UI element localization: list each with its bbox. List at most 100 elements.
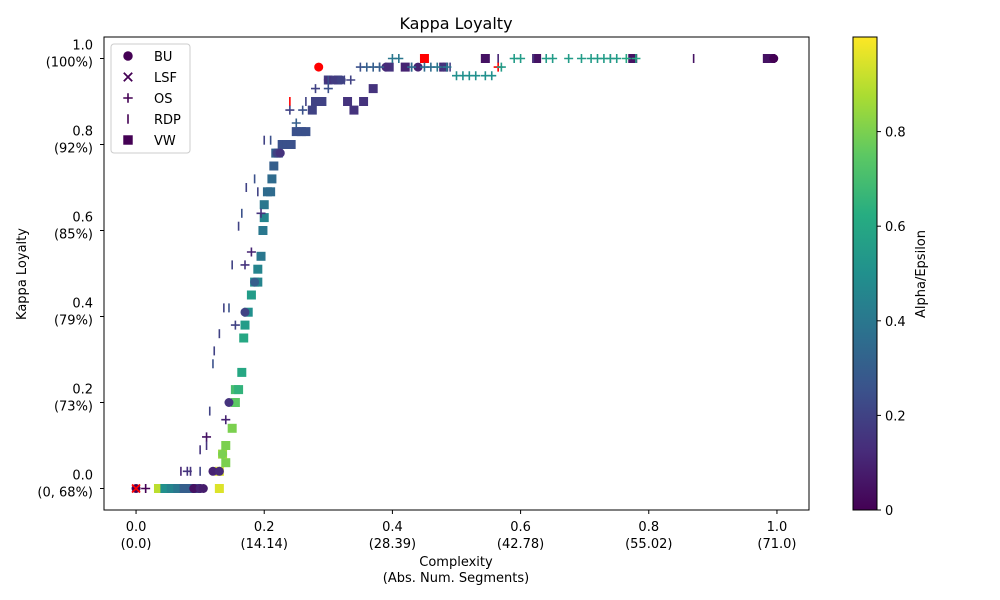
plot-area (104, 37, 809, 510)
data-point-bu (218, 449, 228, 459)
data-point-vw (230, 398, 240, 407)
colorbar: 0 0.2 0.4 0.6 0.8 Alpha/Epsilon (852, 36, 929, 519)
x-tick-label: 1.0 (767, 520, 788, 535)
data-point-bu (413, 62, 423, 72)
data-point-os (323, 84, 333, 94)
legend-label-vw: VW (154, 134, 176, 149)
series-os (141, 54, 641, 493)
data-point-vw (532, 54, 542, 63)
data-point-vw (400, 62, 410, 72)
chart-title: Kappa Loyalty (399, 14, 512, 33)
data-point-vw (480, 54, 490, 63)
data-point-os (631, 54, 641, 63)
data-point-vw (179, 484, 189, 493)
plot-background (104, 37, 809, 510)
data-point-os (221, 415, 231, 425)
data-point-vw (317, 97, 327, 106)
legend-marker-os (123, 93, 133, 103)
data-point-os (548, 54, 558, 63)
x-axis: 0.0 (0.0) 0.2 (14.14) 0.4 (28.39) 0.6 (42.78) 0.… (121, 510, 797, 552)
data-point-vw (253, 264, 263, 274)
legend-marker-lsf (123, 72, 133, 82)
data-point-lsf (131, 483, 141, 494)
x-tick-sublabel: (55.02) (625, 537, 672, 552)
data-point-os (141, 484, 151, 493)
data-point-bu (250, 277, 260, 287)
data-point-vw (301, 127, 311, 137)
data-point-os (496, 62, 506, 72)
colorbar-tick-label: 0.2 (885, 409, 906, 424)
data-point-vw (311, 97, 320, 106)
y-tick-sublabel: (100%) (46, 56, 93, 71)
data-point-vw (291, 127, 301, 137)
x-tick-label: 0.4 (382, 520, 403, 535)
x-tick-sublabel: (42.78) (497, 537, 544, 552)
data-point-vw (269, 161, 279, 171)
data-point-vw (258, 226, 268, 235)
x-tick-label: 0.6 (510, 520, 531, 535)
colorbar-gradient (852, 36, 878, 511)
data-point-vw (246, 290, 256, 300)
data-point-bu (314, 62, 324, 72)
x-tick-sublabel: (28.39) (369, 537, 416, 552)
data-point-vw (227, 423, 237, 433)
data-point-bu (275, 148, 285, 158)
data-point-os (291, 118, 301, 128)
data-point-os (240, 260, 250, 270)
data-point-vw (239, 333, 249, 343)
data-point-os (621, 54, 631, 63)
legend-marker-bu (123, 51, 133, 61)
y-tick-label: 1.0 (72, 39, 93, 54)
colorbar-tick-label: 0.6 (885, 220, 906, 235)
data-point-vw (214, 484, 224, 493)
colorbar-ticks: 0 0.2 0.4 0.6 0.8 (877, 126, 906, 519)
data-point-os (336, 75, 346, 85)
legend-label-os: OS (154, 92, 172, 107)
data-point-bu (189, 484, 199, 493)
data-point-os (346, 75, 356, 85)
x-tick-label: 0.2 (254, 520, 275, 535)
y-tick-sublabel: (73%) (54, 400, 93, 415)
legend-label-rdp: RDP (154, 113, 181, 128)
data-point-vw (349, 105, 359, 115)
y-tick-sublabel: (0, 68%) (37, 486, 93, 501)
data-point-vw (419, 54, 429, 63)
data-point-os (375, 62, 385, 72)
data-point-os (230, 320, 240, 330)
y-tick-sublabel: (85%) (54, 228, 93, 243)
data-point-os (442, 62, 452, 72)
data-point-os (311, 84, 320, 94)
data-point-vw (368, 84, 378, 94)
data-point-os (394, 54, 404, 63)
colorbar-tick-label: 0.4 (885, 315, 906, 330)
data-point-bu (330, 75, 340, 85)
y-tick-label: 0.2 (72, 383, 93, 398)
data-point-vw (259, 200, 269, 210)
data-point-vw (259, 213, 269, 223)
data-point-os (202, 432, 212, 442)
data-point-vw (267, 174, 277, 184)
data-point-bu (769, 54, 779, 63)
colorbar-tick-label: 0.8 (885, 126, 906, 141)
data-point-os (612, 54, 622, 63)
data-point-vw (160, 484, 170, 493)
x-tick-sublabel: (71.0) (757, 537, 796, 552)
data-points (131, 54, 779, 494)
data-point-os (182, 466, 192, 476)
data-point-os (576, 54, 586, 63)
data-point-vw (173, 484, 183, 493)
data-point-bu (214, 466, 224, 476)
legend: BU LSF OS RDP VW (110, 43, 191, 154)
legend-marker-vw (123, 135, 133, 145)
data-point-vw (343, 97, 353, 106)
x-axis-sublabel: (Abs. Num. Segments) (383, 571, 530, 586)
data-point-bu (240, 307, 250, 317)
data-point-vw (266, 187, 276, 197)
data-point-os (256, 208, 266, 218)
y-tick-sublabel: (79%) (54, 314, 93, 329)
plot-frame (103, 36, 810, 511)
y-tick-label: 0.0 (72, 469, 93, 484)
data-point-os (471, 71, 481, 81)
data-point-vw (237, 367, 247, 377)
